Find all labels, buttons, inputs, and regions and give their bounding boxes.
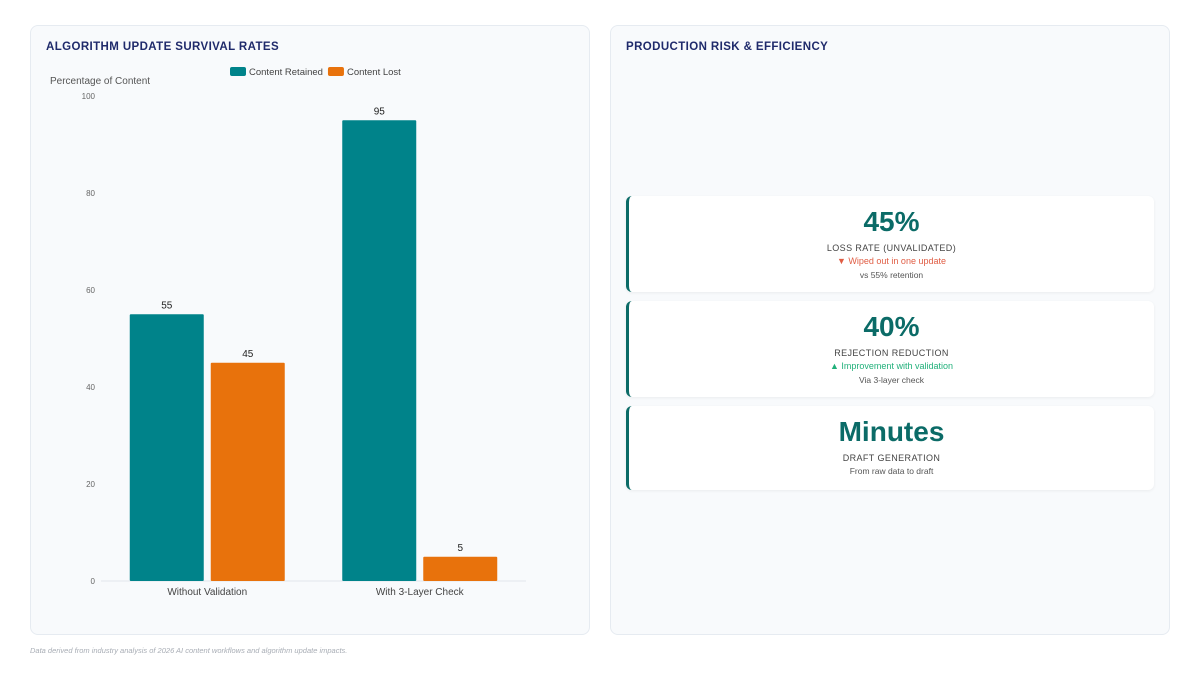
kpi-label: DRAFT GENERATION (842, 453, 941, 463)
footnote: Data derived from industry analysis of 2… (30, 646, 348, 655)
kpi-card-loss-rate: 45% LOSS RATE (UNVALIDATED) ▼ Wiped out … (626, 196, 1154, 292)
kpi-label: REJECTION REDUCTION (834, 348, 949, 358)
kpi-value: Minutes (838, 416, 945, 447)
bar (210, 362, 285, 581)
bar-chart: Percentage of Content 0 20 40 60 80 100 55 45 Wit… (50, 67, 526, 598)
kpi-label: LOSS RATE (UNVALIDATED) (826, 243, 957, 253)
kpi-value: 45% (863, 206, 920, 237)
chart-panel: ALGORITHM UPDATE SURVIVAL RATES Percenta… (30, 25, 590, 635)
y-tick-label: 60 (86, 286, 95, 295)
kpi-panel: PRODUCTION RISK & EFFICIENCY 45% LOSS RA… (610, 25, 1170, 635)
y-axis-label: Percentage of Content (50, 76, 150, 87)
y-tick-label: 100 (82, 92, 96, 101)
y-tick-label: 80 (86, 189, 95, 198)
kpi-trend: ▲ Improvement with validation (830, 361, 953, 371)
legend-label: Content Lost (347, 67, 401, 78)
bar (129, 314, 204, 581)
legend-swatch (327, 67, 344, 76)
kpi-note: From raw data to draft (849, 466, 934, 476)
bar (423, 556, 498, 581)
x-tick-label: Without Validation (167, 587, 247, 598)
data-label: 5 (457, 543, 463, 554)
kpi-value: 40% (863, 311, 920, 342)
y-tick-label: 20 (86, 480, 95, 489)
y-tick-label: 40 (86, 383, 95, 392)
y-tick-label: 0 (91, 577, 96, 586)
kpi-trend: ▼ Wiped out in one update (837, 256, 946, 266)
kpi-card-draft-generation: Minutes DRAFT GENERATION From raw data t… (626, 406, 1154, 490)
legend-label: Content Retained (249, 67, 323, 78)
data-label: 45 (242, 349, 254, 360)
bar (342, 120, 417, 581)
chart-title: ALGORITHM UPDATE SURVIVAL RATES (46, 41, 280, 53)
data-label: 55 (161, 300, 173, 311)
data-label: 95 (374, 106, 386, 117)
kpi-card-rejection-reduction: 40% REJECTION REDUCTION ▲ Improvement wi… (626, 301, 1154, 397)
kpi-note: Via 3-layer check (858, 375, 925, 385)
kpi-note: vs 55% retention (859, 270, 924, 280)
legend-swatch (230, 67, 246, 76)
kpi-panel-title: PRODUCTION RISK & EFFICIENCY (626, 41, 829, 53)
x-tick-label: With 3-Layer Check (376, 587, 465, 598)
